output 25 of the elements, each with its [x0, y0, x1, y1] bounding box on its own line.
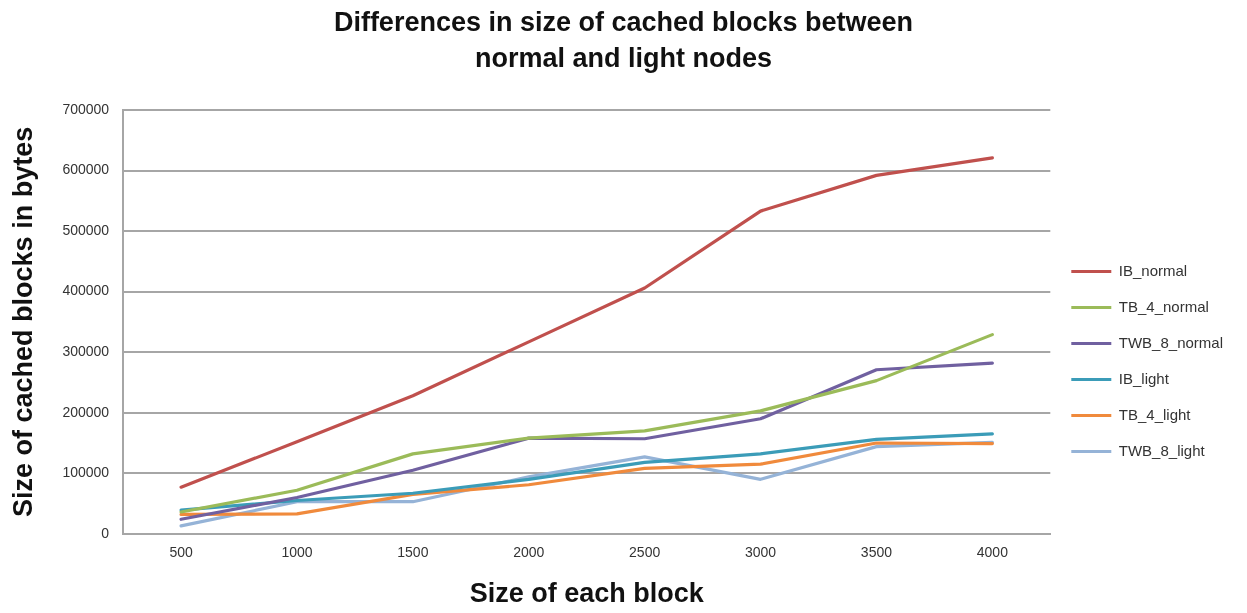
legend-label: TWB_8_normal: [1118, 333, 1223, 351]
x-tick-label: 2000: [513, 544, 545, 561]
y-tick-label: 500000: [62, 221, 110, 238]
x-tick-label: 3500: [860, 544, 893, 561]
x-tick-label: 500: [169, 544, 193, 561]
chart-title: Differences in size of cached blocks between normal and light nodes: [332, 6, 915, 75]
y-tick-label: 600000: [62, 161, 110, 178]
x-tick-label: 4000: [976, 544, 1009, 561]
x-axis-title: Size of each block: [469, 578, 705, 609]
x-tick-label: 1500: [397, 544, 429, 561]
y-tick-label: 200000: [62, 403, 110, 420]
x-tick-label: 3000: [744, 544, 777, 561]
x-tick-label: 1000: [281, 544, 313, 561]
y-tick-label: 300000: [62, 343, 110, 360]
y-tick-label: 400000: [62, 282, 110, 299]
y-tick-label: 100000: [62, 464, 110, 481]
legend-label: TB_4_normal: [1118, 297, 1209, 315]
y-tick-label: 0: [101, 524, 110, 541]
legend-label: IB_light: [1118, 369, 1170, 387]
y-tick-label: 700000: [62, 100, 110, 117]
legend-label: TB_4_light: [1118, 405, 1192, 423]
legend-label: TWB_8_light: [1118, 441, 1206, 459]
y-axis-title: Size of cached blocks in bytes: [7, 126, 38, 517]
legend-label: IB_normal: [1118, 261, 1188, 279]
x-tick-label: 2500: [629, 544, 661, 561]
